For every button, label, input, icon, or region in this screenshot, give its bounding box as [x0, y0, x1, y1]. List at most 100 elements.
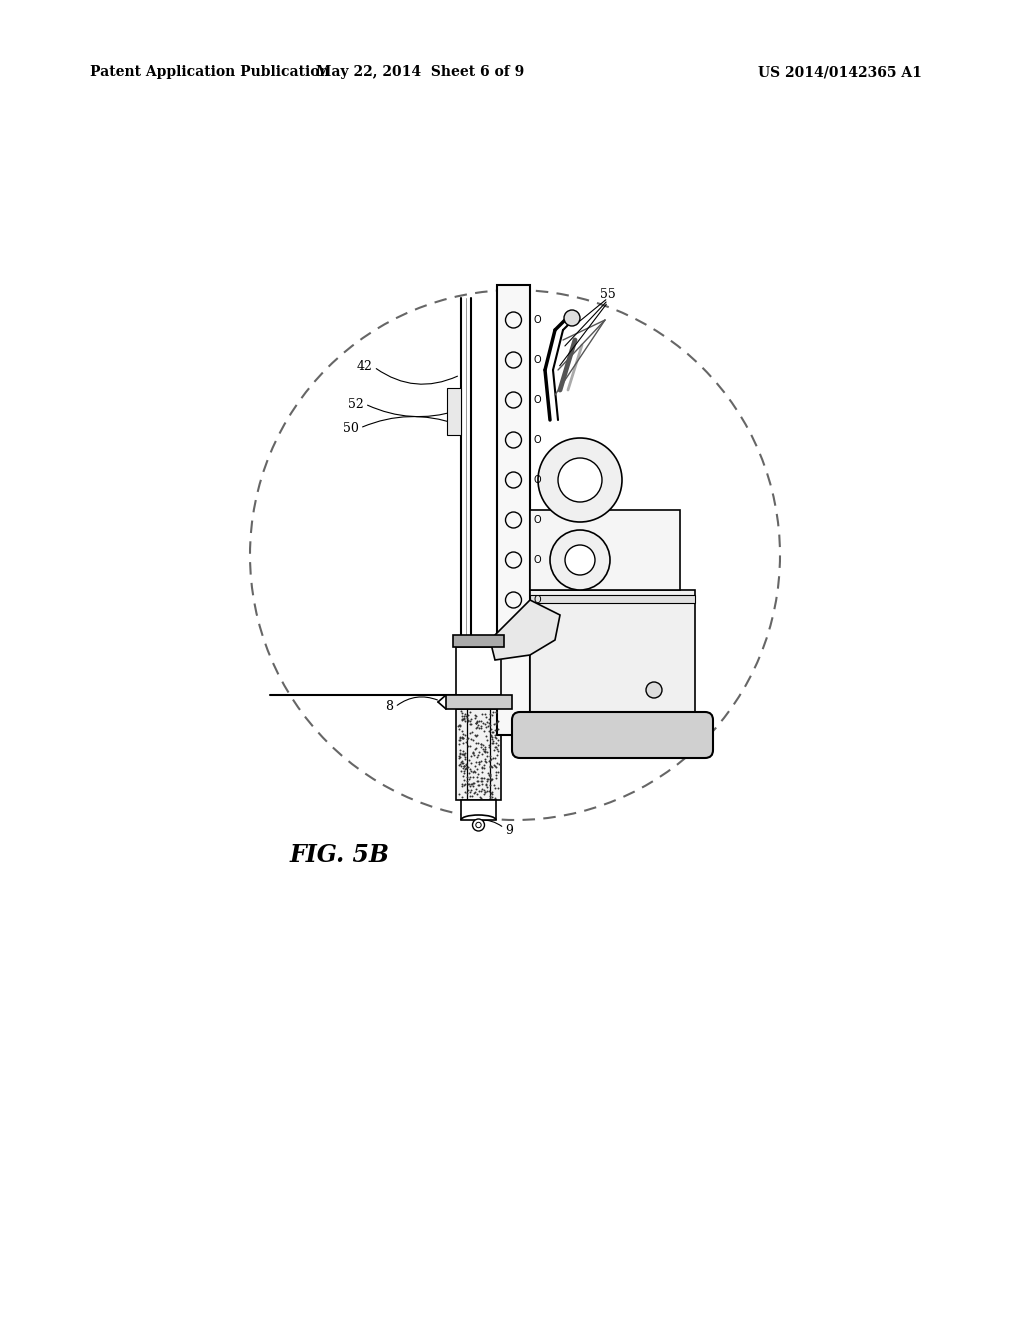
- Point: [486, 777, 503, 799]
- Point: [452, 730, 468, 751]
- Point: [478, 752, 495, 774]
- Point: [489, 777, 506, 799]
- Point: [487, 713, 504, 734]
- Point: [480, 764, 497, 785]
- Point: [469, 746, 485, 767]
- Bar: [446, 696, 512, 709]
- Point: [486, 787, 503, 808]
- Point: [481, 764, 498, 785]
- Point: [451, 784, 467, 805]
- Bar: [456, 709, 501, 800]
- Point: [475, 713, 492, 734]
- Point: [489, 734, 506, 755]
- Point: [473, 779, 489, 800]
- Point: [469, 711, 485, 733]
- Bar: [530, 510, 680, 590]
- Point: [454, 752, 470, 774]
- Point: [477, 781, 494, 803]
- Point: [460, 727, 476, 748]
- Point: [479, 730, 496, 751]
- Point: [458, 705, 474, 726]
- Point: [482, 725, 499, 746]
- Point: [481, 775, 498, 796]
- Point: [489, 711, 506, 733]
- Point: [480, 750, 497, 771]
- Point: [489, 739, 506, 760]
- Point: [470, 780, 486, 801]
- Point: [474, 704, 490, 725]
- Point: [459, 783, 475, 804]
- Point: [470, 775, 486, 796]
- Point: [470, 775, 486, 796]
- Point: [482, 714, 499, 735]
- Point: [451, 754, 467, 775]
- Point: [455, 758, 471, 779]
- Point: [474, 762, 490, 783]
- Point: [457, 748, 473, 770]
- Point: [456, 756, 472, 777]
- Point: [456, 762, 472, 783]
- Point: [462, 701, 478, 722]
- Point: [481, 708, 498, 729]
- Point: [469, 767, 485, 788]
- Point: [475, 780, 492, 801]
- Point: [483, 768, 500, 789]
- Point: [463, 713, 479, 734]
- Point: [465, 775, 481, 796]
- Point: [457, 781, 473, 803]
- Point: [455, 733, 471, 754]
- Point: [484, 701, 501, 722]
- Point: [479, 763, 496, 784]
- Point: [481, 780, 498, 801]
- Point: [461, 710, 477, 731]
- Point: [456, 709, 472, 730]
- Point: [487, 727, 504, 748]
- Point: [483, 726, 500, 747]
- Point: [478, 726, 495, 747]
- Point: [467, 781, 483, 803]
- Point: [476, 755, 493, 776]
- Point: [462, 713, 478, 734]
- Text: US 2014/0142365 A1: US 2014/0142365 A1: [758, 65, 922, 79]
- Point: [456, 775, 472, 796]
- Point: [477, 741, 494, 762]
- Point: [471, 717, 487, 738]
- Point: [465, 762, 481, 783]
- Point: [460, 774, 476, 795]
- Point: [482, 750, 499, 771]
- Point: [483, 783, 500, 804]
- Point: [466, 744, 482, 766]
- Point: [468, 738, 484, 759]
- Point: [455, 743, 471, 764]
- Point: [474, 743, 490, 764]
- Point: [454, 702, 470, 723]
- Point: [488, 764, 505, 785]
- Circle shape: [565, 545, 595, 576]
- Point: [457, 710, 473, 731]
- Point: [489, 752, 506, 774]
- Point: [486, 737, 503, 758]
- Point: [464, 785, 480, 807]
- Text: 9: 9: [505, 824, 513, 837]
- Point: [480, 737, 497, 758]
- Point: [452, 754, 468, 775]
- Point: [490, 754, 507, 775]
- Point: [456, 755, 472, 776]
- Point: [484, 733, 501, 754]
- Point: [456, 760, 472, 781]
- Point: [472, 787, 488, 808]
- Point: [482, 755, 499, 776]
- Text: O: O: [534, 436, 541, 445]
- Point: [463, 744, 479, 766]
- Point: [487, 768, 504, 789]
- Point: [451, 747, 467, 768]
- Point: [476, 741, 493, 762]
- Text: May 22, 2014  Sheet 6 of 9: May 22, 2014 Sheet 6 of 9: [315, 65, 524, 79]
- Point: [477, 737, 494, 758]
- Point: [459, 770, 475, 791]
- Point: [452, 726, 468, 747]
- Point: [482, 748, 499, 770]
- Point: [472, 787, 488, 808]
- Point: [477, 714, 494, 735]
- Point: [478, 780, 495, 801]
